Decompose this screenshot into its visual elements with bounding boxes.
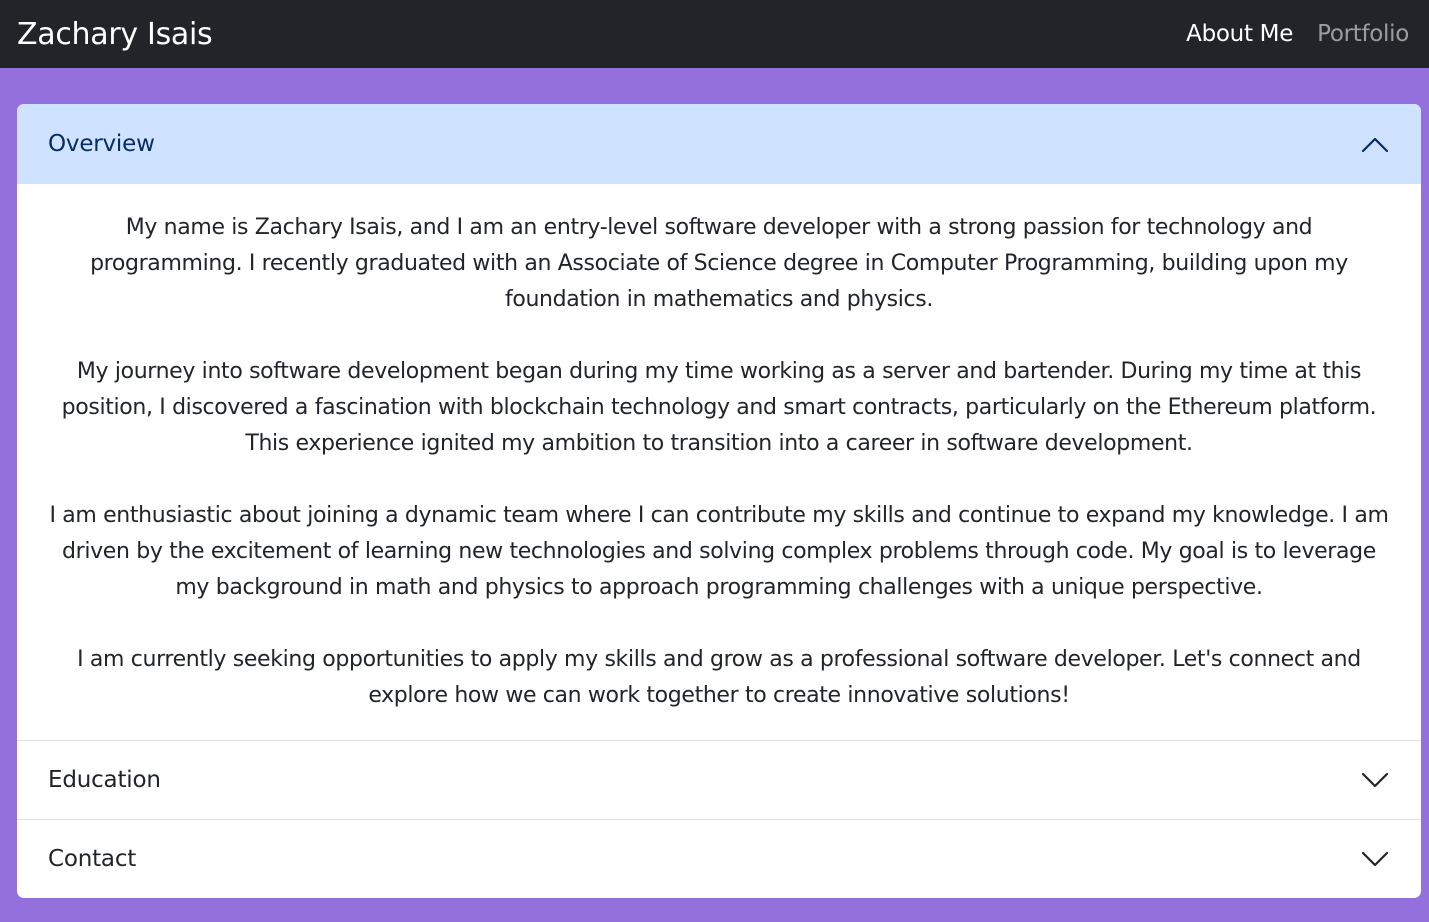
accordion-title: Education xyxy=(48,767,161,793)
accordion: Overview My name is Zachary Isais, and I… xyxy=(17,104,1421,898)
chevron-up-icon xyxy=(1361,137,1389,152)
overview-paragraph: I am enthusiastic about joining a dynami… xyxy=(49,503,1389,600)
overview-paragraph: I am currently seeking opportunities to … xyxy=(77,647,1361,708)
navbar: Zachary Isais About Me Portfolio xyxy=(0,0,1429,68)
brand-link[interactable]: Zachary Isais xyxy=(17,16,213,52)
accordion-header-overview[interactable]: Overview xyxy=(17,104,1421,183)
nav-link-portfolio[interactable]: Portfolio xyxy=(1317,21,1409,47)
chevron-down-icon xyxy=(1361,772,1389,788)
overview-paragraph: My name is Zachary Isais, and I am an en… xyxy=(90,215,1348,312)
accordion-item-education: Education xyxy=(17,740,1421,819)
accordion-header-education[interactable]: Education xyxy=(17,741,1421,819)
nav-links: About Me Portfolio xyxy=(1186,21,1409,47)
overview-paragraph: My journey into software development beg… xyxy=(61,359,1377,456)
accordion-header-contact[interactable]: Contact xyxy=(17,820,1421,898)
accordion-body-overview: My name is Zachary Isais, and I am an en… xyxy=(17,183,1421,740)
accordion-title: Contact xyxy=(48,846,137,872)
nav-link-about-me[interactable]: About Me xyxy=(1186,21,1294,47)
accordion-title: Overview xyxy=(48,130,155,157)
accordion-item-overview: Overview My name is Zachary Isais, and I… xyxy=(17,104,1421,740)
chevron-down-icon xyxy=(1361,851,1389,867)
accordion-item-contact: Contact xyxy=(17,819,1421,898)
